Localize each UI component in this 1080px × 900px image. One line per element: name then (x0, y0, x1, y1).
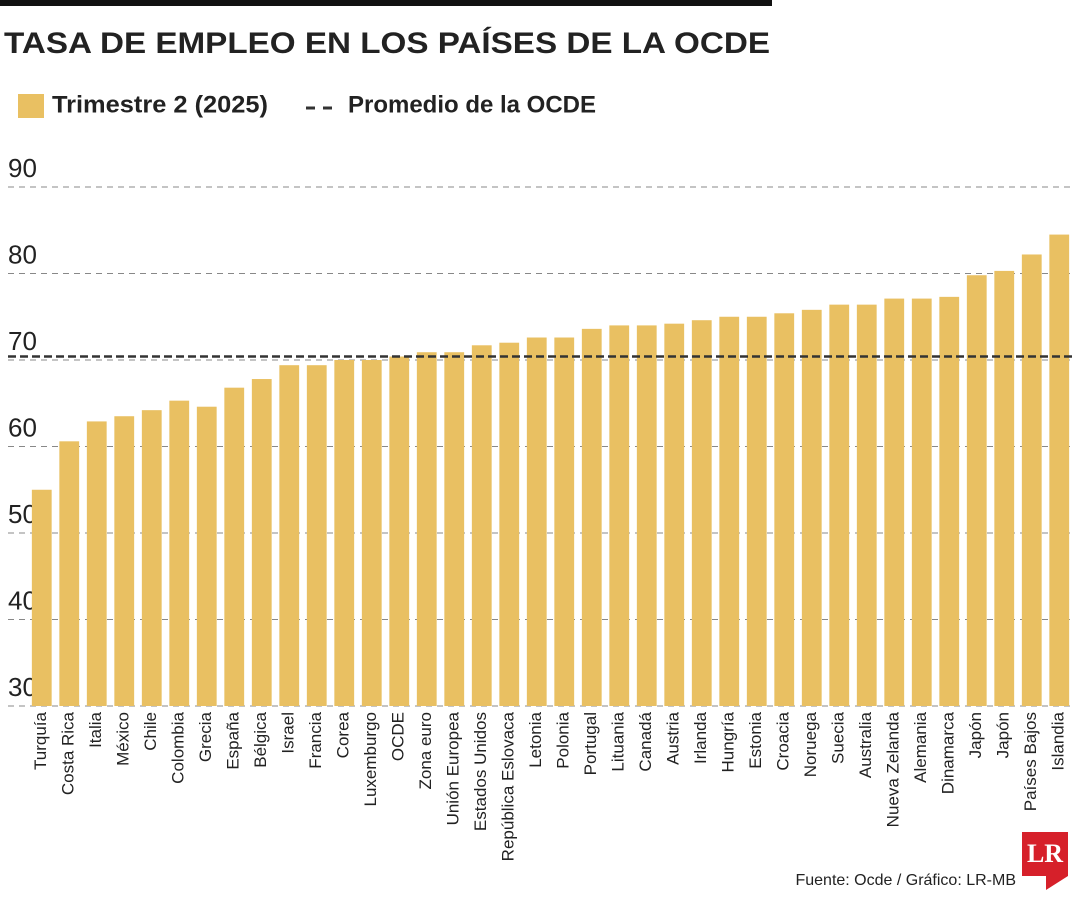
bar (86, 421, 107, 706)
x-tick-label: España (224, 711, 243, 769)
legend-label: Trimestre 2 (2025) (52, 91, 268, 118)
x-tick-label: Polonia (554, 711, 573, 768)
x-tick-label: Dinamarca (939, 711, 958, 794)
bar (636, 325, 657, 706)
bar (389, 356, 410, 706)
x-tick-label: Irlanda (691, 711, 710, 764)
bar (169, 400, 190, 706)
x-tick-label: Italia (86, 711, 105, 747)
bar (664, 323, 685, 706)
x-tick-label: Hungría (719, 711, 738, 772)
x-tick-label: Unión Europea (444, 711, 463, 825)
y-tick-label: 60 (8, 412, 37, 442)
x-tick-label: México (114, 712, 133, 766)
x-tick-label: Grecia (196, 711, 215, 762)
bar (856, 304, 877, 706)
bar (526, 337, 547, 706)
logo: LR (1027, 839, 1063, 868)
x-tick-label: Nueva Zelanda (884, 711, 903, 827)
x-tick-label: Islandia (1049, 711, 1068, 770)
bar (939, 296, 960, 706)
x-tick-label: Letonia (526, 711, 545, 767)
bar (279, 365, 300, 706)
bar (581, 328, 602, 706)
bar (829, 304, 850, 706)
x-tick-label: Francia (306, 711, 325, 768)
bar (609, 325, 630, 706)
logo-tail (1046, 876, 1068, 890)
bar (994, 270, 1015, 706)
x-tick-label: Australia (856, 711, 875, 778)
bar (416, 352, 437, 706)
bar (774, 313, 795, 706)
logo-box (1022, 832, 1068, 876)
bar (361, 360, 382, 706)
bar (691, 320, 712, 706)
x-tick-label: Portugal (581, 712, 600, 775)
x-tick-label: Estados Unidos (471, 712, 490, 831)
bar (444, 352, 465, 706)
x-tick-label: Israel (279, 712, 298, 754)
x-tick-label: Croacia (774, 711, 793, 770)
bar (306, 365, 327, 706)
bar (801, 309, 822, 706)
bar (334, 360, 355, 706)
x-tick-label: Luxemburgo (361, 712, 380, 807)
bar (114, 416, 135, 706)
legend-swatch (18, 94, 44, 118)
x-tick-label: Zona euro (416, 712, 435, 790)
bar (59, 441, 80, 706)
legend-label: Promedio de la OCDE (348, 91, 596, 118)
bar (746, 316, 767, 706)
x-tick-label: OCDE (389, 712, 408, 761)
bar (224, 387, 245, 706)
bar (471, 345, 492, 706)
bar (1021, 254, 1042, 706)
y-tick-label: 90 (8, 153, 37, 183)
x-tick-label: Alemania (911, 711, 930, 782)
bar (911, 298, 932, 706)
x-tick-label: Austria (664, 711, 683, 764)
x-tick-label: Canadá (636, 711, 655, 771)
bar (31, 489, 52, 706)
bar (884, 298, 905, 706)
x-tick-label: República Eslovaca (499, 711, 518, 861)
bar (966, 275, 987, 706)
x-tick-label: Países Bajos (1021, 712, 1040, 811)
chart-title: TASA DE EMPLEO EN LOS PAÍSES DE LA OCDE (4, 26, 770, 60)
source: Fuente: Ocde / Gráfico: LR-MB (795, 872, 1016, 889)
x-tick-label: Corea (334, 711, 353, 758)
x-tick-label: Colombia (169, 711, 188, 783)
bar (196, 406, 217, 706)
top-rule (0, 0, 772, 6)
bar (251, 379, 272, 706)
bar (554, 337, 575, 706)
x-tick-label: Costa Rica (59, 711, 78, 795)
bar (719, 316, 740, 706)
x-tick-label: Suecia (829, 711, 848, 764)
x-tick-label: Turquía (31, 711, 50, 770)
x-tick-label: Japón (966, 712, 985, 758)
x-tick-label: Bélgica (251, 711, 270, 767)
bar (141, 410, 162, 706)
y-tick-label: 80 (8, 239, 37, 269)
bar (1049, 234, 1070, 706)
x-tick-label: Lituania (609, 711, 628, 771)
x-tick-label: Japón (994, 712, 1013, 758)
y-tick-label: 70 (8, 326, 37, 356)
x-tick-label: Chile (141, 712, 160, 751)
x-tick-label: Estonia (746, 711, 765, 768)
x-tick-label: Noruega (801, 711, 820, 777)
bar (499, 342, 520, 706)
